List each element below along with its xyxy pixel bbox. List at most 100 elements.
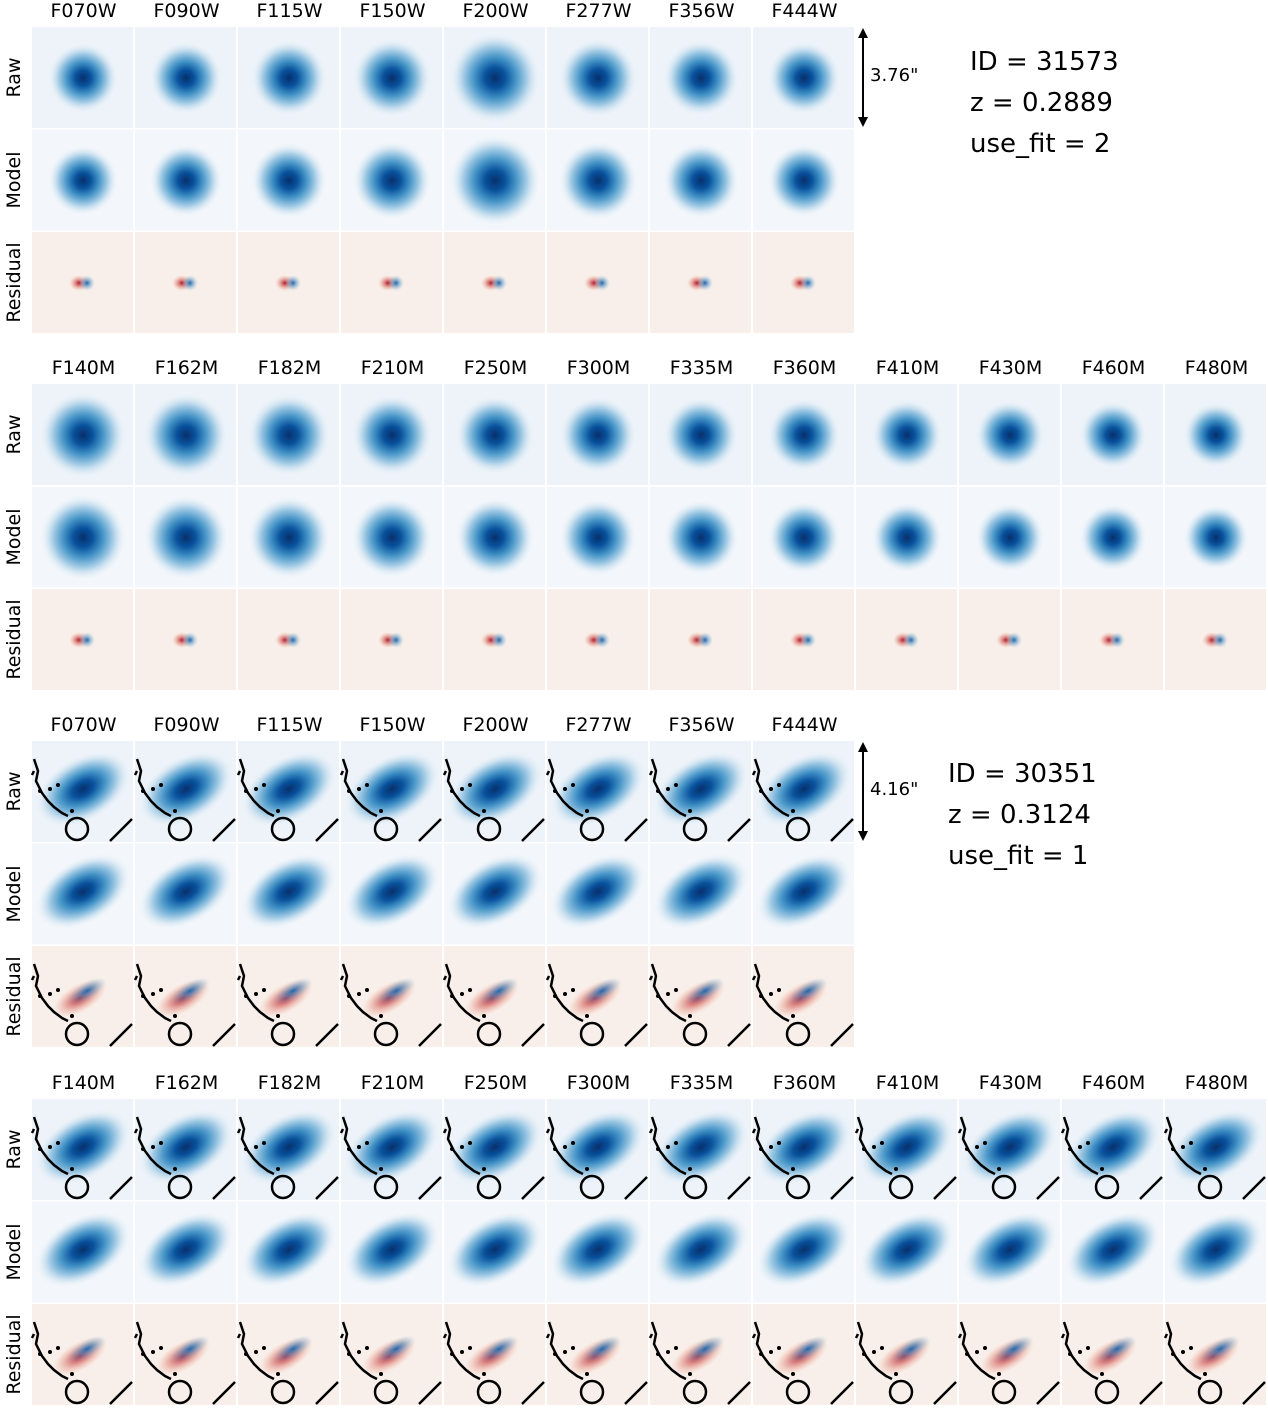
info-line: ID = 30351 [948,759,1097,789]
residual-blue [285,275,301,291]
contour-dot [48,992,52,996]
galaxy [559,396,637,474]
cutout [133,1099,236,1200]
contour-dot [997,1167,1001,1171]
contour-dot [585,1014,589,1018]
contour-dot [965,1352,969,1356]
contour-dot [872,1350,876,1354]
cutout [650,843,751,945]
galaxy [1065,1211,1161,1288]
contour-dot [1189,1141,1193,1145]
contour-dot [1171,1352,1175,1356]
contour [1163,1116,1202,1176]
contour [418,1023,442,1047]
galaxy [143,392,229,478]
cutout [135,232,236,333]
contour-dot [159,1141,163,1145]
contour [751,1116,790,1176]
contour-dot [151,1350,155,1354]
contour-dot [276,1167,280,1171]
residual-blue [582,1335,622,1363]
galaxy [767,144,841,217]
cutout [236,1099,339,1200]
filter-label: F430M [979,1072,1043,1094]
cutout [959,384,1060,485]
contour [624,1023,648,1047]
cutout [236,741,339,842]
galaxy [756,1211,852,1288]
galaxy [653,751,749,827]
contour-dot [38,789,42,793]
contour-dot [56,1346,60,1350]
cutout [1062,384,1163,485]
scale-label: 4.16" [870,779,918,800]
contour [418,818,442,842]
contour-dot [656,789,660,793]
residual-blue [79,275,95,291]
contour [64,1174,90,1200]
cutout [856,589,957,690]
cutout [959,589,1060,690]
contour-dot [585,809,589,813]
galaxy [47,145,119,216]
residual-blue [182,632,198,648]
row-label: Model [3,865,25,922]
contour-dot [450,1147,454,1151]
galaxy [975,400,1045,470]
galaxy [558,141,638,220]
contour [751,963,790,1023]
cutout [135,1201,236,1303]
contour [373,816,399,842]
contour-dot [585,1167,589,1171]
cutout [650,27,751,128]
contour [957,1116,996,1176]
contour [648,963,687,1023]
contour [315,1176,339,1200]
cutout [30,946,133,1047]
cutout [648,1099,751,1200]
galaxy [767,41,841,115]
contour [682,816,708,842]
contour [212,1023,236,1047]
contour-dot [365,1141,369,1145]
cutout [856,384,957,485]
contour-dot [656,1352,660,1356]
residual-blue [67,1335,107,1363]
filter-label: F444W [772,714,838,736]
scale-label: 3.76" [870,65,918,86]
cutout [648,946,751,1047]
contour-dot [553,789,557,793]
contour-dot [791,809,795,813]
contour-dot [450,1352,454,1356]
contour-dot [975,1350,979,1354]
contour [785,1021,811,1047]
contour [109,818,133,842]
galaxy [351,394,433,476]
cutout [648,1304,751,1405]
filter-label: F162M [155,357,219,379]
contour-dot [173,1014,177,1018]
cutout [545,1099,648,1200]
contour-dot [347,994,351,998]
contour-dot [468,1141,472,1145]
contour [1060,1321,1099,1381]
contour [785,1174,811,1200]
contour [888,1379,914,1405]
contour [64,816,90,842]
filter-label: F430M [979,357,1043,379]
cutout [135,843,236,945]
cutout [1165,589,1266,690]
contour [133,1116,172,1176]
residual-blue [388,275,404,291]
contour [167,1174,193,1200]
contour [579,1174,605,1200]
contour-dot [688,1014,692,1018]
filter-label: F335M [670,357,734,379]
contour-dot [1086,1346,1090,1350]
contour [545,963,584,1023]
residual-blue [891,1335,931,1363]
contour [1139,1176,1163,1200]
cutout [1062,1201,1163,1303]
cutout [753,589,854,690]
galaxy [241,853,337,930]
